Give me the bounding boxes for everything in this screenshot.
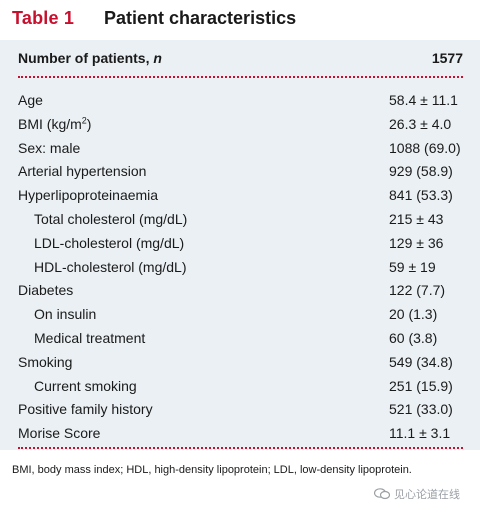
row-value: 20 (1.3) bbox=[389, 306, 438, 323]
table-body: Number of patients, n 1577 Age 58.4 ± 11.… bbox=[0, 40, 480, 450]
chat-bubble-icon bbox=[374, 488, 390, 500]
row-label: LDL-cholesterol (mg/dL) bbox=[34, 234, 185, 251]
table-row: Arterial hypertension 929 (58.9) bbox=[18, 161, 463, 185]
row-value: 129 ± 36 bbox=[389, 234, 444, 251]
row-label: Sex: male bbox=[18, 139, 81, 156]
row-value: 1088 (69.0) bbox=[389, 139, 461, 156]
row-value: 841 (53.3) bbox=[389, 187, 453, 204]
row-value: 521 (33.0) bbox=[389, 401, 453, 418]
table-row: Diabetes 122 (7.7) bbox=[18, 280, 463, 304]
watermark-text: 见心论道在线 bbox=[394, 489, 460, 501]
row-value: 59 ± 19 bbox=[389, 258, 436, 275]
table-number: Table 1 bbox=[12, 8, 75, 28]
row-label: Current smoking bbox=[34, 377, 137, 394]
watermark: 见心论道在线 bbox=[374, 486, 460, 502]
table-title: Patient characteristics bbox=[104, 8, 297, 28]
row-label: On insulin bbox=[34, 306, 97, 323]
table-header-row: Number of patients, n 1577 bbox=[18, 50, 463, 72]
row-value: 251 (15.9) bbox=[389, 377, 453, 394]
row-label: Medical treatment bbox=[34, 329, 146, 346]
table-row: Age 58.4 ± 11.1 bbox=[18, 90, 463, 114]
row-value: 11.1 ± 3.1 bbox=[389, 425, 451, 442]
table-footnote: BMI, body mass index; HDL, high-density … bbox=[12, 464, 412, 476]
row-value: 549 (34.8) bbox=[389, 353, 453, 370]
row-label: HDL-cholesterol (mg/dL) bbox=[34, 258, 187, 275]
table-row: Medical treatment 60 (3.8) bbox=[18, 328, 463, 352]
row-value: 122 (7.7) bbox=[389, 282, 446, 299]
table-row: Current smoking 251 (15.9) bbox=[18, 376, 463, 400]
table-row: LDL-cholesterol (mg/dL) 129 ± 36 bbox=[18, 233, 463, 257]
table-rows: Age 58.4 ± 11.1 BMI (kg/m2) 26.3 ± 4.0 Sex: … bbox=[18, 90, 463, 447]
table-row: Morise Score 11.1 ± 3.1 bbox=[18, 423, 463, 447]
header-divider bbox=[18, 76, 463, 78]
header-value: 1577 bbox=[431, 50, 463, 66]
header-label: Number of patients, n bbox=[18, 50, 162, 66]
row-value: 26.3 ± 4.0 bbox=[389, 115, 452, 132]
row-label: Smoking bbox=[18, 353, 73, 370]
table-row: BMI (kg/m2) 26.3 ± 4.0 bbox=[18, 114, 463, 138]
row-label: Age bbox=[18, 92, 43, 108]
table-row: Sex: male 1088 (69.0) bbox=[18, 138, 463, 162]
row-value: 60 (3.8) bbox=[389, 329, 438, 346]
row-label: BMI (kg/m2) bbox=[18, 115, 92, 132]
row-label: Morise Score bbox=[18, 425, 101, 442]
table-row: Smoking 549 (34.8) bbox=[18, 352, 463, 376]
row-label: Total cholesterol (mg/dL) bbox=[34, 210, 188, 227]
row-value: 215 ± 43 bbox=[389, 210, 444, 227]
row-label: Hyperlipoproteinaemia bbox=[18, 187, 159, 204]
row-value: 58.4 ± 11.1 bbox=[389, 92, 458, 108]
table-row: Positive family history 521 (33.0) bbox=[18, 399, 463, 423]
table-row: HDL-cholesterol (mg/dL) 59 ± 19 bbox=[18, 257, 463, 281]
table-row: Total cholesterol (mg/dL) 215 ± 43 bbox=[18, 209, 463, 233]
row-label: Diabetes bbox=[18, 282, 74, 299]
footer-divider bbox=[18, 447, 463, 449]
row-label: Positive family history bbox=[18, 401, 153, 418]
table-caption: Table 1 Patient characteristics bbox=[0, 0, 480, 40]
row-label: Arterial hypertension bbox=[18, 163, 147, 180]
table-row: Hyperlipoproteinaemia 841 (53.3) bbox=[18, 185, 463, 209]
table-row: On insulin 20 (1.3) bbox=[18, 304, 463, 328]
row-value: 929 (58.9) bbox=[389, 163, 453, 180]
